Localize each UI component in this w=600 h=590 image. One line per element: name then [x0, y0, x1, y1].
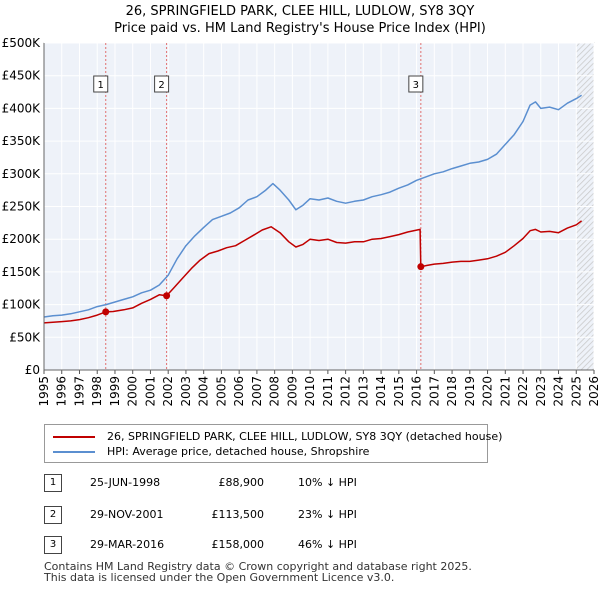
legend-property-label: 26, SPRINGFIELD PARK, CLEE HILL, LUDLOW,… — [107, 430, 503, 443]
y-tick-label: £450K — [2, 69, 42, 83]
x-tick-label: 1997 — [72, 376, 86, 407]
x-tick-label: 2001 — [143, 376, 157, 407]
x-tick-label: 2024 — [552, 376, 566, 407]
x-tick-label: 2015 — [392, 376, 406, 407]
legend-property: 26, SPRINGFIELD PARK, CLEE HILL, LUDLOW,… — [53, 430, 502, 443]
property-price-line — [43, 220, 583, 324]
sale-marker-label: 3 — [413, 80, 419, 91]
x-tick-label: 2007 — [250, 376, 264, 407]
legend: 26, SPRINGFIELD PARK, CLEE HILL, LUDLOW,… — [44, 424, 502, 463]
x-tick-label: 2016 — [410, 376, 424, 407]
y-tick-label: £250K — [2, 200, 42, 214]
x-tick-label: 2017 — [427, 376, 441, 407]
chart-title: 26, SPRINGFIELD PARK, CLEE HILL, LUDLOW,… — [125, 4, 475, 19]
x-tick-label: 2019 — [463, 376, 477, 407]
footer-copyright: Contains HM Land Registry data © Crown c… — [44, 560, 472, 573]
x-tick-label: 2026 — [587, 376, 600, 407]
y-tick-label: £200K — [2, 232, 42, 246]
footer: Contains HM Land Registry data © Crown c… — [44, 561, 472, 583]
x-tick-label: 2002 — [161, 376, 175, 407]
sale-point — [163, 292, 171, 300]
x-tick-label: 2014 — [374, 376, 388, 407]
x-tick-label: 2020 — [481, 376, 495, 407]
legend-property-swatch — [53, 436, 95, 438]
x-tick-label: 2004 — [197, 376, 211, 407]
sale-marker-box — [93, 75, 109, 93]
x-tick-label: 2003 — [179, 376, 193, 407]
x-tick-label: 2009 — [285, 376, 299, 407]
x-tick-label: 1996 — [55, 376, 69, 407]
x-tick-label: 2008 — [268, 376, 282, 407]
transaction-hpi: 23% ↓ HPI — [298, 508, 357, 521]
transaction-price: £158,000 — [211, 538, 265, 551]
y-tick-label: £500K — [2, 36, 42, 50]
x-tick-label: 2021 — [498, 376, 512, 407]
x-tick-label: 2000 — [126, 376, 140, 407]
sale-marker-label: 1 — [98, 80, 104, 91]
y-tick-label: £100K — [2, 298, 42, 312]
y-tick-label: £50K — [9, 330, 41, 344]
y-tick-label: £400K — [2, 101, 42, 115]
x-tick-label: 1998 — [90, 376, 104, 407]
sale-point — [102, 308, 110, 316]
x-tick-label: 2023 — [534, 376, 548, 407]
sale-point — [417, 263, 425, 271]
y-tick-label: £350K — [2, 134, 42, 148]
transaction-date: 29-MAR-2016 — [90, 538, 165, 551]
legend-hpi-swatch — [53, 451, 95, 453]
hpi-line — [43, 94, 582, 318]
x-tick-label: 2011 — [321, 376, 335, 407]
x-tick-label: 2025 — [569, 376, 583, 407]
price-chart: £0 £50K £100K £150K £200K £250K £300K £350K £400… — [2, 36, 600, 407]
y-tick-label: £150K — [2, 265, 42, 279]
chart-subtitle: Price paid vs. HM Land Registry's House … — [114, 21, 486, 36]
transaction-date: 29-NOV-2001 — [90, 508, 164, 521]
sale-marker-box — [408, 75, 424, 93]
footer-licence: This data is licensed under the Open Gov… — [44, 571, 395, 584]
x-tick-label: 2005 — [214, 376, 228, 407]
x-tick-label: 2018 — [445, 376, 459, 407]
x-tick-label: 2013 — [356, 376, 370, 407]
transaction-date: 25-JUN-1998 — [90, 476, 161, 489]
x-tick-label: 2012 — [339, 376, 353, 407]
sale-marker-label: 2 — [158, 80, 164, 91]
legend-hpi: HPI: Average price, detached house, Shro… — [53, 445, 369, 458]
transaction-hpi: 46% ↓ HPI — [298, 538, 357, 551]
sale-marker-box — [154, 75, 170, 93]
y-tick-label: £0 — [25, 363, 40, 377]
transaction-badge: 3 — [44, 536, 62, 554]
transaction-badge: 1 — [44, 474, 62, 492]
x-tick-label: 2022 — [516, 376, 530, 407]
x-tick-label: 2006 — [232, 376, 246, 407]
x-tick-label: 1995 — [37, 376, 51, 407]
transaction-price: £88,900 — [218, 476, 265, 489]
transaction-hpi: 10% ↓ HPI — [298, 476, 357, 489]
transaction-price: £113,500 — [211, 508, 265, 521]
x-tick-label: 2010 — [303, 376, 317, 407]
x-tick-label: 1999 — [108, 376, 122, 407]
y-tick-label: £300K — [2, 167, 42, 181]
transaction-badge: 2 — [44, 506, 62, 524]
legend-hpi-label: HPI: Average price, detached house, Shro… — [107, 445, 370, 458]
